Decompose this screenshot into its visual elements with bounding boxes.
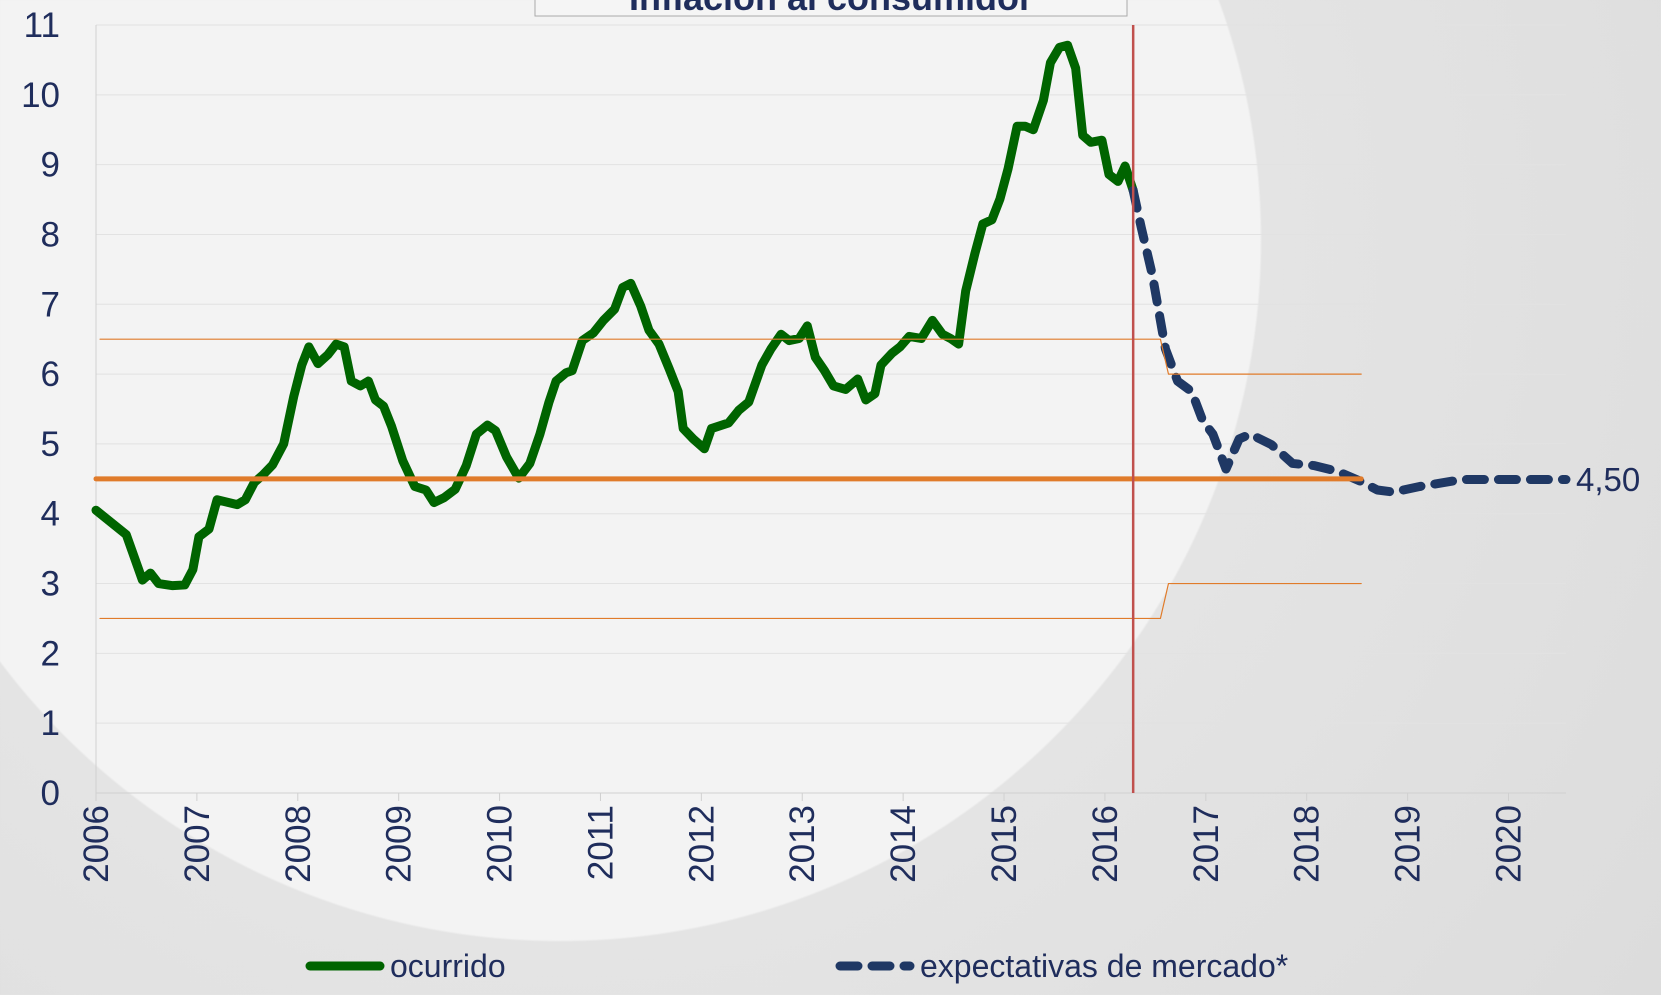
y-tick-label: 1	[41, 704, 60, 743]
x-tick-label: 2012	[682, 805, 721, 883]
target-line	[99, 582, 1362, 620]
chart-title: Inflación al consumidor	[629, 0, 1033, 18]
y-tick-label: 8	[41, 215, 60, 254]
y-tick-label: 11	[24, 6, 60, 45]
y-tick-label: 0	[41, 774, 60, 813]
x-tick-label: 2018	[1288, 805, 1327, 883]
y-tick-label: 5	[41, 425, 60, 464]
x-tick-label: 2007	[178, 805, 217, 883]
y-tick-label: 4	[41, 495, 60, 534]
x-tick-label: 2017	[1187, 805, 1226, 883]
x-tick-label: 2016	[1086, 805, 1125, 883]
y-tick-label: 7	[41, 285, 60, 324]
y-tick-label: 3	[41, 565, 60, 604]
y-tick-label: 2	[41, 634, 60, 673]
x-tick-label: 2014	[884, 805, 923, 883]
x-tick-label: 2020	[1489, 805, 1528, 883]
title-box	[534, 0, 1128, 17]
y-tick-label: 9	[41, 146, 60, 185]
y-tick-label: 10	[21, 76, 60, 115]
x-tick-label: 2010	[481, 805, 520, 883]
target-line	[99, 338, 1362, 375]
x-tick-label: 2008	[279, 805, 318, 883]
x-tick-label: 2015	[985, 805, 1024, 883]
data-line	[91, 40, 1138, 591]
x-tick-label: 2009	[380, 805, 419, 883]
y-tick-label: 6	[41, 355, 60, 394]
x-tick-label: 2006	[77, 805, 116, 883]
x-tick-label: 2013	[783, 805, 822, 883]
annotation: 4,50	[1576, 461, 1640, 498]
legend-label: expectativas de mercado*	[920, 948, 1288, 984]
legend-label: ocurrido	[390, 948, 506, 984]
x-tick-label: 2019	[1389, 805, 1428, 883]
data-line	[1128, 185, 1571, 497]
x-tick-label: 2011	[581, 805, 620, 880]
